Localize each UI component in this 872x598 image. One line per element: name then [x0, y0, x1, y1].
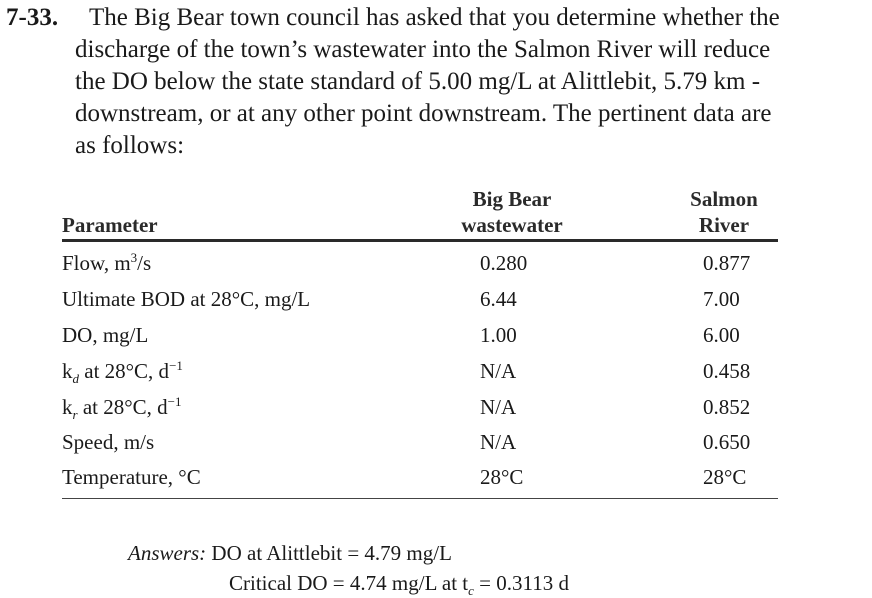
answers-label: Answers:: [128, 541, 207, 565]
problem-line: discharge of the town’s wastewater into …: [75, 36, 771, 63]
param-text: at 28°C, d: [77, 395, 168, 419]
answer-text: = 0.3113 d: [473, 571, 569, 595]
answer-line-1: DO at Alittlebit = 4.79 mg/L: [211, 541, 452, 565]
row-big-bear-value: N/A: [480, 359, 517, 383]
row-salmon-value: 0.458: [703, 359, 751, 383]
param-text: /s: [137, 251, 152, 275]
problem-number: 7-33.: [6, 4, 59, 31]
row-salmon-value: 0.877: [703, 251, 751, 275]
problem-line: The Big Bear town council has asked that…: [89, 4, 780, 31]
param-text: k: [62, 395, 73, 419]
row-salmon-value: 7.00: [703, 287, 740, 311]
row-big-bear-value: N/A: [480, 395, 517, 419]
param-text: k: [62, 359, 73, 383]
row-salmon-value: 28°C: [703, 465, 747, 489]
row-parameter: Speed, m/s: [62, 430, 155, 454]
table-row: kd at 28°C, d−1 N/A 0.458: [62, 353, 778, 389]
header-big-bear: Big Bear wastewater: [432, 186, 592, 238]
row-parameter: Temperature, °C: [62, 465, 201, 489]
row-big-bear-value: N/A: [480, 430, 517, 454]
param-text: Flow, m: [62, 251, 131, 275]
row-parameter: Flow, m3/s: [62, 245, 151, 281]
row-parameter: DO, mg/L: [62, 323, 149, 347]
table-bottom-rule: [62, 498, 778, 499]
param-superscript: −1: [169, 358, 183, 373]
header-rule: [62, 239, 778, 242]
table-row: DO, mg/L 1.00 6.00: [62, 317, 778, 353]
row-parameter: Ultimate BOD at 28°C, mg/L: [62, 287, 311, 311]
row-parameter: kr at 28°C, d−1: [62, 389, 181, 425]
row-salmon-value: 0.852: [703, 395, 751, 419]
row-parameter: kd at 28°C, d−1: [62, 353, 183, 389]
problem-line: downstream, or at any other point downst…: [75, 100, 772, 127]
header-salmon-line: River: [698, 213, 750, 237]
answer-subscript: c: [468, 583, 474, 598]
table-row: Ultimate BOD at 28°C, mg/L 6.44 7.00: [62, 281, 778, 317]
row-salmon-value: 0.650: [703, 430, 751, 454]
row-big-bear-value: 28°C: [480, 465, 524, 489]
param-superscript: 3: [130, 250, 138, 265]
param-subscript: d: [72, 371, 80, 387]
header-parameter: Parameter: [62, 213, 158, 237]
table-row: kr at 28°C, d−1 N/A 0.852: [62, 389, 778, 425]
problem-text: The Big Bear town council has asked that…: [75, 2, 865, 162]
header-salmon-river: Salmon River: [674, 186, 774, 238]
row-big-bear-value: 0.280: [480, 251, 528, 275]
problem-line: as follows:: [75, 132, 185, 159]
row-salmon-value: 6.00: [703, 323, 740, 347]
table-row: Temperature, °C 28°C 28°C: [62, 459, 778, 495]
problem-line: the DO below the state standard of 5.00 …: [75, 68, 761, 95]
answer-text: Critical DO = 4.74 mg/L at t: [229, 571, 469, 595]
table-row: Flow, m3/s 0.280 0.877: [62, 245, 778, 281]
header-salmon-line: Salmon: [690, 187, 758, 211]
param-superscript: −1: [167, 394, 182, 409]
answer-line-2: Critical DO = 4.74 mg/L at tc = 0.3113 d: [229, 568, 569, 598]
row-big-bear-value: 6.44: [480, 287, 517, 311]
table-row: Speed, m/s N/A 0.650: [62, 424, 778, 460]
header-big-bear-line: wastewater: [461, 213, 563, 237]
param-subscript: r: [72, 407, 78, 423]
header-big-bear-line: Big Bear: [472, 187, 552, 211]
param-text: at 28°C, d: [79, 359, 170, 383]
answers-block: Answers: DO at Alittlebit = 4.79 mg/L Cr…: [128, 538, 569, 598]
row-big-bear-value: 1.00: [480, 323, 517, 347]
